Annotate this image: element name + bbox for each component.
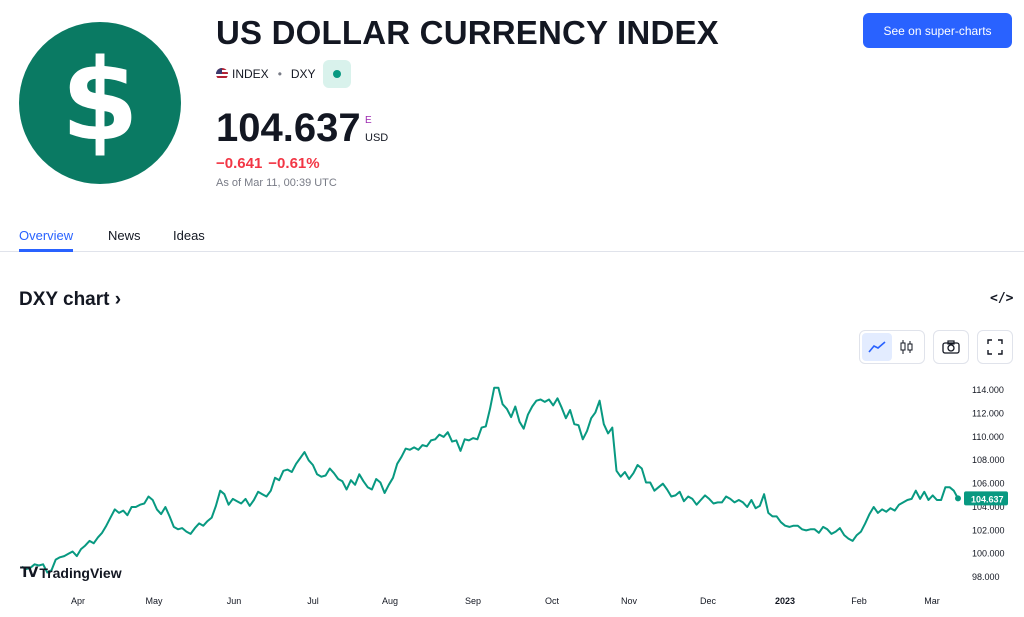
change-absolute: −0.641 <box>216 155 263 172</box>
candlestick-icon <box>900 340 913 354</box>
x-tick-label: Oct <box>545 596 560 606</box>
market-open-dot-icon <box>332 70 341 78</box>
as-of-timestamp: As of Mar 11, 00:39 UTC <box>216 177 337 189</box>
line-chart-icon <box>868 341 886 353</box>
us-flag-icon <box>216 68 228 80</box>
tradingview-logo[interactable]: 𝗧𝗩 TradingView <box>20 565 122 581</box>
active-tab-indicator <box>19 249 73 252</box>
tab-ideas[interactable]: Ideas <box>173 228 205 243</box>
price-flag: E <box>365 115 372 126</box>
fullscreen-group <box>977 330 1013 364</box>
snapshot-group <box>933 330 969 364</box>
dollar-logo-symbol: $ <box>61 36 139 166</box>
last-price: 104.637 <box>216 106 361 150</box>
y-tick-label: 110.000 <box>972 432 1004 442</box>
x-tick-label: Aug <box>382 596 398 606</box>
x-tick-label: Feb <box>851 596 867 606</box>
x-tick-label: Jun <box>227 596 242 606</box>
snapshot-button[interactable] <box>936 333 966 361</box>
chart-style-toggle <box>859 330 925 364</box>
x-tick-label: 2023 <box>775 596 795 606</box>
dxy-line-chart[interactable]: 114.000 112.000 110.000 108.000 106.000 104.0… <box>0 370 1024 617</box>
x-tick-label: May <box>145 596 163 606</box>
symbol-meta: INDEX • DXY <box>216 60 351 88</box>
series-line <box>21 386 959 574</box>
x-tick-label: Sep <box>465 596 481 606</box>
y-tick-label: 104.000 <box>972 502 1005 512</box>
x-tick-label: Jul <box>307 596 319 606</box>
ticker[interactable]: DXY <box>290 67 316 81</box>
market-type[interactable]: INDEX <box>232 67 269 81</box>
tradingview-mark-icon: 𝗧𝗩 <box>20 565 38 581</box>
x-tick-label: Dec <box>700 596 717 606</box>
separator-dot: • <box>277 67 282 81</box>
line-chart-button[interactable] <box>862 333 892 361</box>
x-tick-label: Mar <box>924 596 940 606</box>
price-change: −0.641 −0.61% <box>216 155 320 172</box>
see-on-super-charts-button[interactable]: See on super-charts <box>863 13 1012 48</box>
change-percent: −0.61% <box>268 155 320 172</box>
y-tick-label: 112.000 <box>972 408 1004 418</box>
tab-bar: Overview News Ideas <box>0 220 1024 252</box>
last-value-tag <box>964 491 1008 506</box>
fullscreen-icon <box>987 339 1003 355</box>
x-tick-label: Apr <box>71 596 85 606</box>
market-status-badge[interactable] <box>322 60 351 88</box>
y-tick-label: 102.000 <box>972 525 1005 535</box>
price-currency: USD <box>365 132 389 144</box>
x-tick-label: Nov <box>621 596 638 606</box>
camera-icon <box>942 340 960 354</box>
embed-code-icon[interactable]: </> <box>990 291 1014 306</box>
chart-section-title[interactable]: DXY chart › <box>19 289 122 310</box>
last-point <box>955 495 961 502</box>
tab-overview[interactable]: Overview <box>19 228 74 243</box>
dollar-logo: $ <box>19 22 181 184</box>
y-tick-label: 108.000 <box>972 455 1005 465</box>
y-tick-label: 106.000 <box>972 479 1005 489</box>
last-value-label: 104.637 <box>971 494 1004 504</box>
tab-news[interactable]: News <box>108 228 141 243</box>
y-tick-label: 98.000 <box>972 572 1000 582</box>
fullscreen-button[interactable] <box>980 333 1010 361</box>
page-title: US DOLLAR CURRENCY INDEX <box>216 14 719 51</box>
y-tick-label: 114.000 <box>972 385 1004 395</box>
y-tick-label: 100.000 <box>972 549 1005 559</box>
candles-chart-button[interactable] <box>892 333 922 361</box>
tradingview-wordmark: TradingView <box>39 565 122 581</box>
